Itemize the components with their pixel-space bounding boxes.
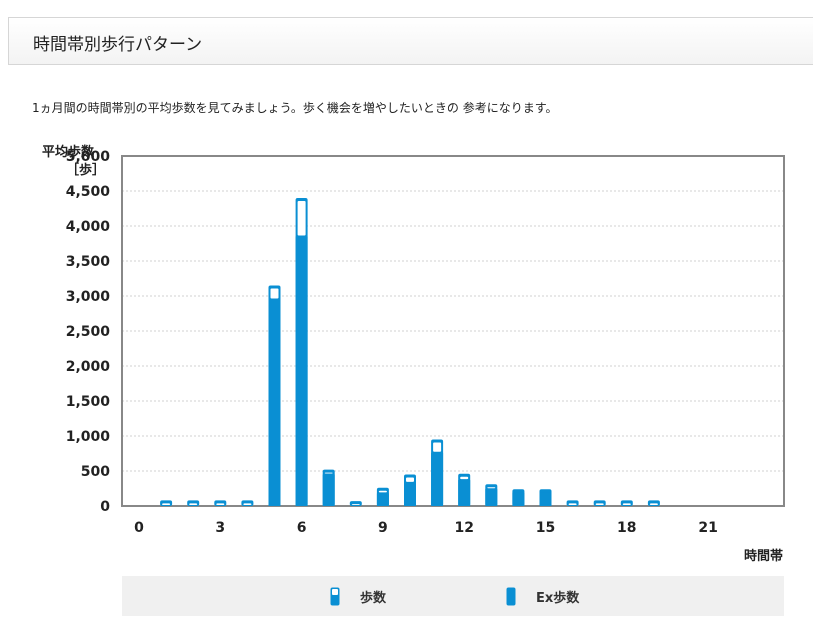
bar-steps bbox=[349, 501, 362, 506]
bar-ex-steps bbox=[539, 492, 552, 506]
y-tick-label: 3,500 bbox=[66, 254, 111, 270]
y-tick-label: 2,500 bbox=[66, 324, 111, 340]
x-tick-label: 3 bbox=[215, 520, 225, 536]
plot-frame bbox=[121, 155, 785, 507]
x-tick-label: 9 bbox=[378, 520, 388, 536]
bar-steps-inner bbox=[649, 503, 658, 505]
bar-steps-inner bbox=[351, 504, 360, 505]
y-tick-label: 500 bbox=[81, 464, 110, 480]
bar-steps-inner bbox=[162, 503, 171, 505]
chart-description: 1ヵ月間の時間帯別の平均歩数を見てみましょう。歩く機会を増やしたいときの 参考に… bbox=[32, 101, 558, 115]
x-tick-label: 12 bbox=[454, 520, 473, 536]
y-axis-unit: ［歩］ bbox=[66, 162, 105, 178]
y-tick-label: 1,500 bbox=[66, 394, 111, 410]
y-tick-label: 1,000 bbox=[66, 429, 111, 445]
bar-ex-steps bbox=[404, 482, 416, 506]
bar-steps-inner bbox=[270, 288, 279, 299]
y-tick-label: 4,000 bbox=[66, 219, 111, 235]
bar-ex-steps bbox=[458, 480, 471, 506]
section-title: 時間帯別歩行パターン bbox=[33, 35, 203, 55]
legend-label-steps: 歩数 bbox=[360, 591, 387, 606]
x-tick-label: 21 bbox=[698, 520, 717, 536]
bar-steps bbox=[160, 500, 173, 506]
bar-ex-steps bbox=[268, 299, 281, 506]
steps-swatch-icon bbox=[330, 587, 340, 606]
bar-steps bbox=[566, 500, 579, 506]
y-tick-label: 4,500 bbox=[66, 184, 111, 200]
bar-ex-steps bbox=[295, 236, 308, 506]
bar-steps bbox=[214, 500, 227, 506]
bar-steps-inner bbox=[568, 503, 577, 505]
bar-steps-inner bbox=[324, 472, 333, 474]
bar-steps-inner bbox=[216, 503, 225, 505]
x-tick-label: 15 bbox=[536, 520, 555, 536]
x-tick-label: 0 bbox=[134, 520, 144, 536]
bar-steps bbox=[241, 500, 254, 506]
y-tick-label: 2,000 bbox=[66, 359, 111, 375]
x-axis-label: 時間帯 bbox=[744, 548, 783, 564]
bar-steps-inner bbox=[487, 487, 496, 489]
legend-item-ex-steps: Ex歩数 bbox=[506, 587, 579, 606]
bar-steps bbox=[620, 500, 633, 506]
bar-steps-inner bbox=[297, 201, 306, 236]
x-tick-label: 6 bbox=[297, 520, 307, 536]
bar-steps bbox=[593, 500, 606, 506]
bar-chart: 0 500 1,000 1,500 2,000 2,500 3,000 3,500 4,000 4… bbox=[42, 144, 785, 564]
bar-steps bbox=[647, 500, 660, 506]
legend-item-steps: 歩数 bbox=[330, 587, 386, 606]
bar-steps-inner bbox=[378, 490, 387, 493]
bar-steps-inner bbox=[243, 503, 252, 505]
bar-steps-inner bbox=[622, 503, 631, 505]
x-tick-label: 18 bbox=[617, 520, 636, 536]
bar-ex-steps bbox=[512, 492, 525, 506]
chart-legend: 歩数 Ex歩数 bbox=[122, 576, 784, 616]
bar-ex-steps bbox=[376, 493, 389, 506]
bar-steps-inner bbox=[433, 442, 442, 452]
y-tick-label: 3,000 bbox=[66, 289, 111, 305]
bar-steps-inner bbox=[460, 476, 469, 480]
bar-steps bbox=[187, 500, 200, 506]
section-header: 時間帯別歩行パターン bbox=[8, 17, 813, 65]
y-tick-label: 5,000 bbox=[66, 149, 111, 165]
y-axis-label: 平均歩数 bbox=[42, 144, 95, 160]
bar-ex-steps bbox=[322, 474, 335, 506]
y-tick-label: 0 bbox=[100, 499, 110, 515]
bar-steps-inner bbox=[189, 503, 198, 505]
ex-steps-swatch-icon bbox=[506, 587, 516, 606]
legend-label-ex-steps: Ex歩数 bbox=[536, 591, 580, 606]
bar-steps-inner bbox=[595, 503, 604, 505]
bar-ex-steps bbox=[485, 489, 498, 506]
bar-ex-steps bbox=[431, 452, 444, 506]
bar-steps-inner bbox=[406, 477, 414, 482]
